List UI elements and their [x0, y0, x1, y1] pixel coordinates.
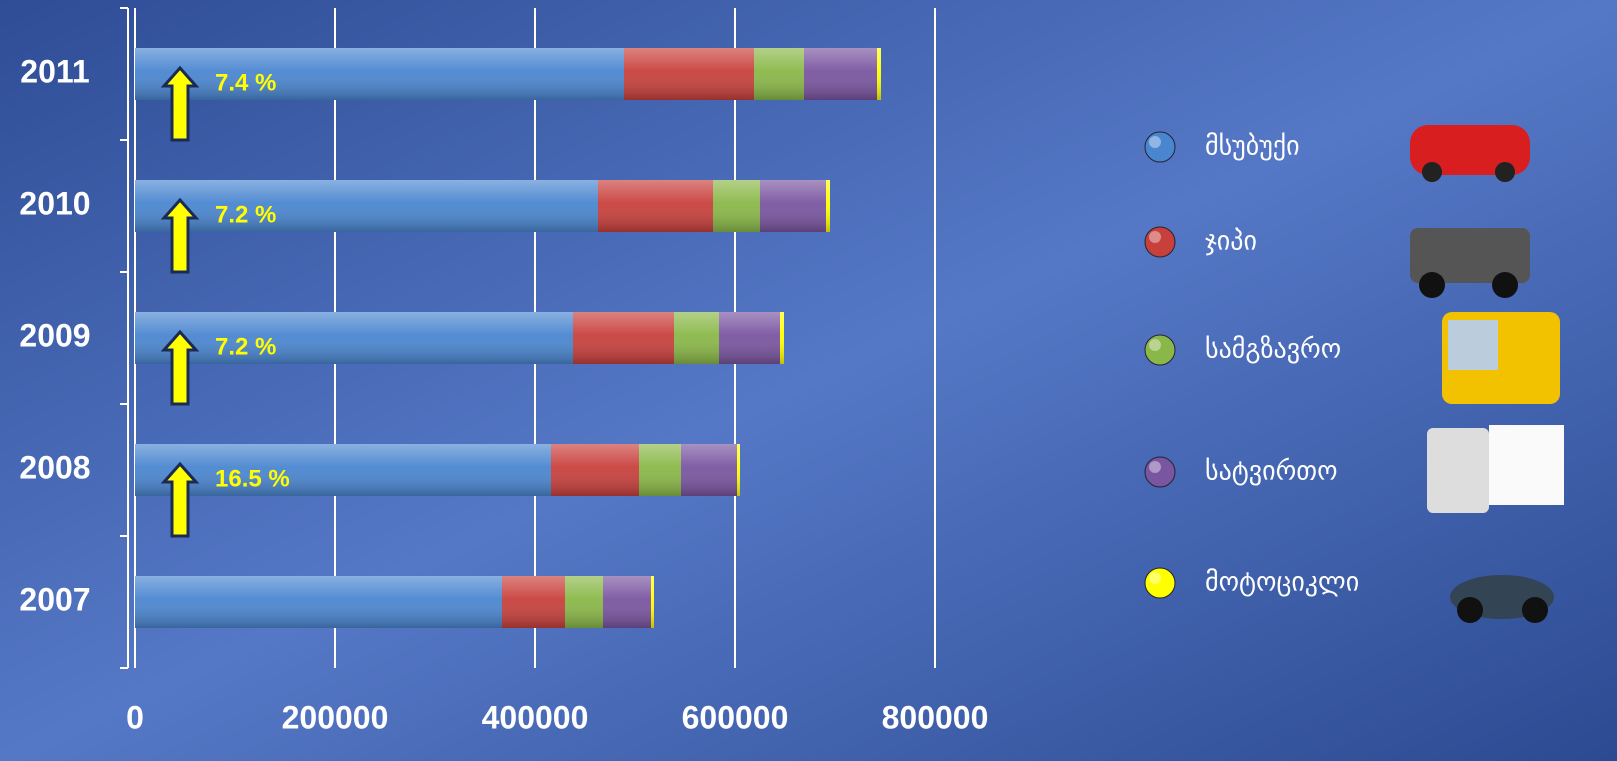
growth-label: 7.4 %	[215, 69, 276, 96]
bar-shine	[804, 48, 877, 100]
growth-arrow	[160, 329, 200, 406]
legend-marker-shine	[1149, 461, 1161, 473]
legend-label: სატვირთო	[1205, 457, 1338, 487]
growth-arrow	[160, 461, 200, 538]
y-tick-label: 2008	[19, 449, 90, 485]
legend-label: მსუბუქი	[1205, 132, 1300, 162]
bar-shine	[651, 576, 654, 628]
bar-shine	[502, 576, 565, 628]
legend-marker-shine	[1149, 339, 1161, 351]
legend-marker-shine	[1149, 572, 1161, 584]
legend-marker-shine	[1149, 231, 1161, 243]
legend-marker-shine	[1149, 136, 1161, 148]
bar-shine	[551, 444, 639, 496]
legend-marker	[1144, 567, 1176, 599]
x-tick-label: 600000	[682, 699, 789, 735]
legend-marker	[1144, 131, 1176, 163]
y-tick-label: 2011	[20, 53, 89, 89]
bar-shine	[877, 48, 881, 100]
bar-shine	[780, 312, 784, 364]
bar-shine	[135, 48, 624, 100]
bar-shine	[719, 312, 780, 364]
bar-shine	[135, 576, 502, 628]
vehicle-images	[1410, 125, 1564, 623]
legend-label: მოტოციკლი	[1205, 568, 1359, 598]
growth-label: 7.2 %	[215, 333, 276, 360]
bar-shine	[826, 180, 830, 232]
x-tick-label: 800000	[882, 699, 989, 735]
bar-shine	[754, 48, 804, 100]
legend-marker	[1144, 334, 1176, 366]
bar-shine	[135, 444, 551, 496]
y-tick-label: 2007	[19, 581, 90, 617]
x-tick-label: 400000	[482, 699, 589, 735]
bar-shine	[135, 312, 573, 364]
bar-shine	[573, 312, 674, 364]
bar-shine	[737, 444, 740, 496]
bar-shine	[713, 180, 760, 232]
legend-label: ჯიპი	[1205, 227, 1257, 257]
bar-shine	[681, 444, 737, 496]
legend-marker	[1144, 456, 1176, 488]
bar-shine	[565, 576, 603, 628]
y-tick-label: 2009	[19, 317, 90, 353]
bar-shine	[598, 180, 713, 232]
legend-marker	[1144, 226, 1176, 258]
growth-label: 16.5 %	[215, 465, 290, 492]
bar-shine	[624, 48, 754, 100]
bar-shine	[674, 312, 719, 364]
bar-shine	[639, 444, 681, 496]
growth-label: 7.2 %	[215, 201, 276, 228]
growth-arrow	[160, 197, 200, 274]
legend-label: სამგზავრო	[1205, 335, 1341, 365]
bar-shine	[603, 576, 651, 628]
x-tick-label: 0	[126, 699, 144, 735]
bar-shine	[760, 180, 826, 232]
bar-shine	[135, 180, 598, 232]
x-tick-label: 200000	[282, 699, 389, 735]
growth-arrow	[160, 65, 200, 142]
y-tick-label: 2010	[19, 185, 90, 221]
